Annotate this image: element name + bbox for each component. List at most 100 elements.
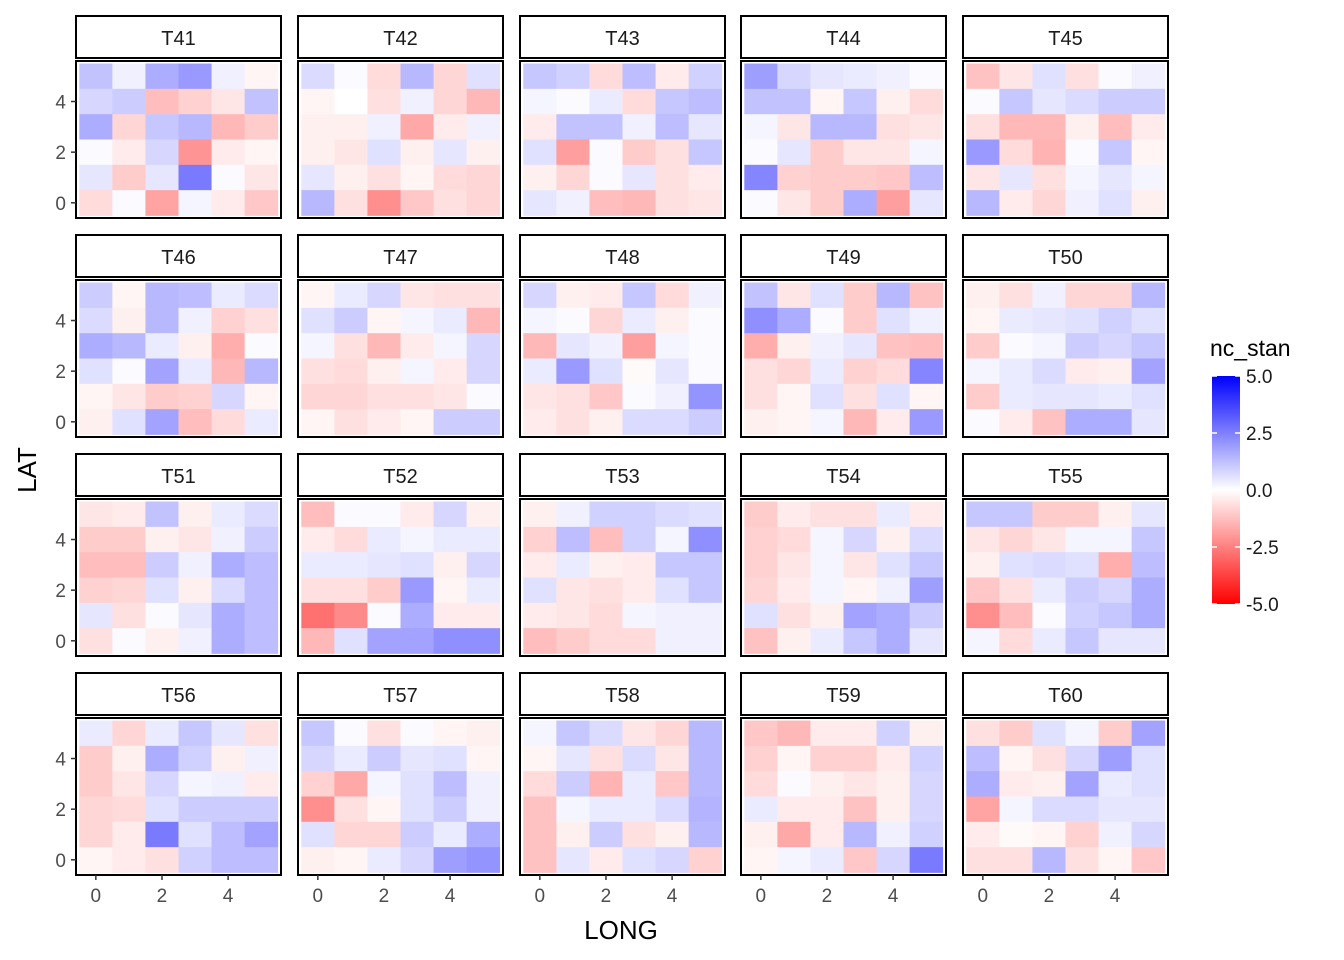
panel-border [519, 60, 726, 219]
facet-T42: T42 [297, 15, 504, 219]
heatmap-cell [211, 720, 246, 747]
heatmap-cell [909, 164, 944, 191]
heatmap-cell [744, 88, 778, 115]
heatmap-cell [112, 114, 146, 140]
heatmap-cell [1098, 745, 1133, 772]
heatmap-cell [145, 139, 179, 166]
heatmap-cell [523, 821, 557, 848]
heatmap-cell [112, 383, 146, 410]
heatmap-cell [244, 114, 279, 140]
heatmap-cell [843, 383, 877, 410]
heatmap-cell [244, 821, 279, 848]
heatmap-cell [1098, 847, 1133, 873]
heatmap-cell [79, 333, 113, 359]
facet-strip [75, 453, 282, 497]
heatmap-cell [876, 164, 911, 191]
heatmap-cell [556, 577, 590, 604]
heatmap-cell [400, 821, 434, 848]
heatmap-cell [909, 771, 944, 797]
facet-strip [75, 234, 282, 278]
facet-T46: T46 0 2 4 [55, 234, 282, 438]
heatmap-cell [1065, 282, 1099, 309]
heatmap-cell [999, 526, 1033, 553]
heatmap-cell [301, 577, 335, 604]
legend-tick-label: -2.5 [1246, 538, 1279, 559]
heatmap-cell [744, 139, 778, 166]
heatmap-cell [178, 114, 212, 140]
heatmap-cell [777, 501, 811, 528]
heatmap-cell [79, 501, 113, 528]
heatmap-cell [777, 552, 811, 578]
heatmap-cell [810, 526, 844, 553]
heatmap-cell [1065, 501, 1099, 528]
panel-border [740, 60, 947, 219]
heatmap-cell [1131, 720, 1166, 747]
heatmap-cell [744, 771, 778, 797]
heatmap-cell [400, 577, 434, 604]
heatmap-cell [1098, 720, 1133, 747]
heatmap-cell [367, 333, 401, 359]
heatmap-cell [1065, 577, 1099, 604]
heatmap-cell [810, 164, 844, 191]
heatmap-cell [1098, 358, 1133, 385]
legend-tick-label: 0.0 [1246, 481, 1272, 502]
x-tick-label: 2 [157, 886, 168, 907]
heatmap-cell [1065, 63, 1099, 90]
facet-T54: T54 [740, 453, 947, 657]
heatmap-cell [999, 114, 1033, 140]
heatmap-cell [589, 333, 623, 359]
y-tick-label: 2 [55, 362, 66, 383]
heatmap-cell [301, 821, 335, 848]
heatmap-cell [400, 602, 434, 629]
heatmap-cell [622, 552, 656, 578]
heatmap-cell [999, 307, 1033, 334]
heatmap-cell [876, 628, 911, 654]
heatmap-cell [1098, 190, 1133, 216]
heatmap-cell [909, 501, 944, 528]
heatmap-cell [777, 720, 811, 747]
heatmap-cell [999, 164, 1033, 191]
heatmap-cell [244, 63, 279, 90]
heatmap-cell [777, 526, 811, 553]
heatmap-cell [1131, 307, 1166, 334]
heatmap-cell [523, 796, 557, 823]
heatmap-cell [1065, 383, 1099, 410]
heatmap-cell [178, 577, 212, 604]
heatmap-cell [622, 501, 656, 528]
facet-strip [75, 672, 282, 716]
heatmap-cell [433, 139, 468, 166]
heatmap-cell [966, 358, 1000, 385]
heatmap-cell [622, 821, 656, 848]
heatmap-cell [400, 501, 434, 528]
heatmap-cell [1131, 501, 1166, 528]
heatmap-cell [523, 501, 557, 528]
heatmap-cell [556, 796, 590, 823]
heatmap-cell [589, 164, 623, 191]
heatmap-cell [1131, 190, 1166, 216]
heatmap-cell [966, 383, 1000, 410]
heatmap-cell [622, 771, 656, 797]
heatmap-cell [622, 526, 656, 553]
heatmap-cell [466, 501, 501, 528]
y-tick-label: 4 [55, 93, 66, 114]
y-tick-label: 0 [55, 194, 66, 215]
heatmap-cell [589, 821, 623, 848]
heatmap-cell [1098, 526, 1133, 553]
heatmap-cell [688, 164, 723, 191]
heatmap-cell [433, 552, 468, 578]
heatmap-cell [688, 552, 723, 578]
heatmap-cell [966, 771, 1000, 797]
heatmap-cell [334, 847, 368, 873]
heatmap-cell [688, 63, 723, 90]
heatmap-cell [655, 745, 690, 772]
facet-strip [519, 15, 726, 59]
heatmap-cell [966, 501, 1000, 528]
heatmap-cell [400, 282, 434, 309]
heatmap-cell [966, 63, 1000, 90]
heatmap-cell [433, 282, 468, 309]
heatmap-cell [178, 771, 212, 797]
heatmap-cell [777, 771, 811, 797]
heatmap-cell [400, 383, 434, 410]
heatmap-cell [843, 139, 877, 166]
heatmap-cell [688, 358, 723, 385]
